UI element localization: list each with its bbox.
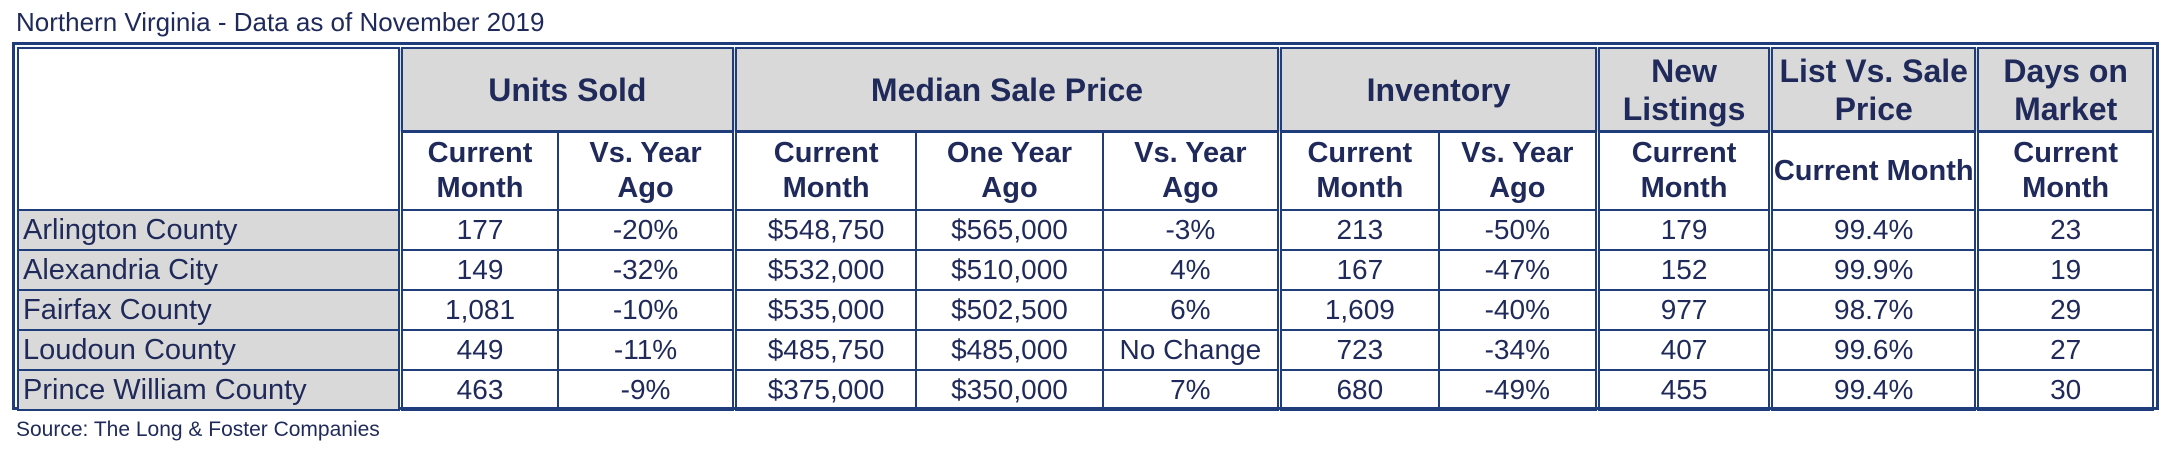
header-inventory: Inventory (1278, 47, 1601, 133)
subheader-list-current: Current Month (1769, 130, 1980, 211)
price-prev-cell: $502,500 (915, 289, 1104, 331)
days-on-market-cell: 30 (1975, 369, 2155, 411)
subheader-price-vs: Vs. Year Ago (1101, 130, 1283, 211)
row-label: Alexandria City (16, 249, 403, 291)
price-vs-cell: 7% (1101, 369, 1283, 411)
units-sold-cell: 177 (399, 209, 560, 251)
subheader-days-current: Current Month (1975, 130, 2155, 211)
price-prev-cell: $350,000 (915, 369, 1104, 411)
subheader-price-current: Current Month (733, 130, 918, 211)
price-current-cell: $485,750 (733, 329, 918, 371)
price-prev-cell: $510,000 (915, 249, 1104, 291)
list-vs-sale-cell: 99.6% (1769, 329, 1980, 371)
group-header-row: Units Sold Median Sale Price Inventory N… (16, 47, 2155, 211)
row-label: Fairfax County (16, 289, 403, 331)
new-listings-cell: 179 (1596, 209, 1774, 251)
table-row: Loudoun County 449 -11% $485,750 $485,00… (16, 329, 2155, 371)
units-sold-cell: 149 (399, 249, 560, 291)
table-row: Prince William County 463 -9% $375,000 $… (16, 369, 2155, 411)
inventory-cell: 213 (1278, 209, 1440, 251)
new-listings-cell: 977 (1596, 289, 1774, 331)
price-vs-cell: -3% (1101, 209, 1283, 251)
units-vs-cell: -10% (557, 289, 737, 331)
list-vs-sale-cell: 99.9% (1769, 249, 1980, 291)
price-current-cell: $532,000 (733, 249, 918, 291)
inventory-vs-cell: -47% (1437, 249, 1601, 291)
price-prev-cell: $565,000 (915, 209, 1104, 251)
days-on-market-cell: 23 (1975, 209, 2155, 251)
units-sold-cell: 463 (399, 369, 560, 411)
header-median-sale-price: Median Sale Price (733, 47, 1283, 133)
subheader-inv-current: Current Month (1278, 130, 1440, 211)
inventory-vs-cell: -34% (1437, 329, 1601, 371)
units-vs-cell: -11% (557, 329, 737, 371)
list-vs-sale-cell: 99.4% (1769, 209, 1980, 251)
units-vs-cell: -32% (557, 249, 737, 291)
row-label: Loudoun County (16, 329, 403, 371)
units-vs-cell: -20% (557, 209, 737, 251)
table-row: Fairfax County 1,081 -10% $535,000 $502,… (16, 289, 2155, 331)
inventory-vs-cell: -40% (1437, 289, 1601, 331)
new-listings-cell: 455 (1596, 369, 1774, 411)
inventory-vs-cell: -49% (1437, 369, 1601, 411)
subheader-inv-vs: Vs. Year Ago (1437, 130, 1601, 211)
units-sold-cell: 449 (399, 329, 560, 371)
new-listings-cell: 152 (1596, 249, 1774, 291)
new-listings-cell: 407 (1596, 329, 1774, 371)
subheader-price-one-year: One Year Ago (915, 130, 1104, 211)
price-current-cell: $548,750 (733, 209, 918, 251)
price-prev-cell: $485,000 (915, 329, 1104, 371)
header-new-listings: New Listings (1596, 47, 1774, 133)
units-sold-cell: 1,081 (399, 289, 560, 331)
inventory-cell: 680 (1278, 369, 1440, 411)
corner-cell (16, 47, 403, 211)
row-label: Prince William County (16, 369, 403, 411)
list-vs-sale-cell: 99.4% (1769, 369, 1980, 411)
subheader-units-current: Current Month (399, 130, 560, 211)
page-title: Northern Virginia - Data as of November … (16, 7, 545, 37)
header-days-on-market: Days on Market (1975, 47, 2155, 133)
days-on-market-cell: 27 (1975, 329, 2155, 371)
market-data-table-frame: Units Sold Median Sale Price Inventory N… (12, 42, 2159, 411)
inventory-cell: 1,609 (1278, 289, 1440, 331)
units-vs-cell: -9% (557, 369, 737, 411)
price-current-cell: $375,000 (733, 369, 918, 411)
price-vs-cell: No Change (1101, 329, 1283, 371)
sub-header-row: Current Month Vs. Year Ago Current Month… (18, 130, 2155, 211)
price-current-cell: $535,000 (733, 289, 918, 331)
header-list-vs-sale: List Vs. Sale Price (1769, 47, 1980, 133)
subheader-new-current: Current Month (1596, 130, 1774, 211)
header-units-sold: Units Sold (399, 47, 737, 133)
inventory-vs-cell: -50% (1437, 209, 1601, 251)
price-vs-cell: 6% (1101, 289, 1283, 331)
price-vs-cell: 4% (1101, 249, 1283, 291)
list-vs-sale-cell: 98.7% (1769, 289, 1980, 331)
days-on-market-cell: 19 (1975, 249, 2155, 291)
subheader-units-vs: Vs. Year Ago (557, 130, 737, 211)
source-note: Source: The Long & Foster Companies (16, 418, 380, 441)
table-row: Arlington County 177 -20% $548,750 $565,… (16, 209, 2155, 251)
table-row: Alexandria City 149 -32% $532,000 $510,0… (16, 249, 2155, 291)
market-data-table: Units Sold Median Sale Price Inventory N… (16, 47, 2155, 411)
inventory-cell: 167 (1278, 249, 1440, 291)
row-label: Arlington County (16, 209, 403, 251)
inventory-cell: 723 (1278, 329, 1440, 371)
days-on-market-cell: 29 (1975, 289, 2155, 331)
